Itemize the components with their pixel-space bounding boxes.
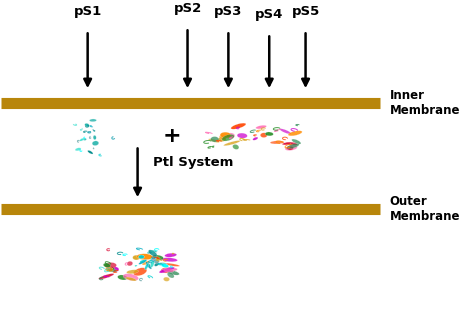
- Ellipse shape: [164, 253, 177, 257]
- Ellipse shape: [164, 263, 180, 266]
- Text: pS2: pS2: [173, 2, 201, 15]
- Ellipse shape: [99, 273, 114, 279]
- Ellipse shape: [161, 264, 169, 267]
- Ellipse shape: [282, 142, 291, 145]
- Text: Outer
Membrane: Outer Membrane: [390, 195, 460, 223]
- Ellipse shape: [134, 268, 147, 276]
- Ellipse shape: [142, 261, 150, 265]
- Ellipse shape: [146, 262, 152, 269]
- Ellipse shape: [106, 268, 117, 272]
- Ellipse shape: [167, 272, 174, 278]
- Text: pS5: pS5: [292, 5, 319, 18]
- Text: pS1: pS1: [73, 5, 102, 18]
- Ellipse shape: [145, 263, 149, 270]
- Text: +: +: [162, 126, 181, 146]
- Ellipse shape: [286, 142, 298, 146]
- Ellipse shape: [147, 251, 152, 254]
- Ellipse shape: [227, 133, 235, 138]
- Ellipse shape: [118, 275, 128, 280]
- Ellipse shape: [233, 144, 239, 149]
- Ellipse shape: [112, 267, 119, 272]
- Ellipse shape: [164, 277, 170, 281]
- Ellipse shape: [92, 141, 99, 146]
- Ellipse shape: [162, 258, 177, 262]
- Ellipse shape: [80, 138, 84, 141]
- Ellipse shape: [149, 258, 156, 262]
- Ellipse shape: [153, 256, 160, 260]
- Ellipse shape: [103, 263, 110, 267]
- Ellipse shape: [287, 144, 299, 149]
- Ellipse shape: [220, 132, 231, 138]
- Ellipse shape: [150, 260, 154, 267]
- Ellipse shape: [88, 150, 93, 154]
- Ellipse shape: [133, 255, 140, 260]
- Ellipse shape: [127, 261, 133, 266]
- Text: Ptl System: Ptl System: [154, 156, 234, 169]
- Ellipse shape: [167, 270, 180, 275]
- Ellipse shape: [164, 269, 174, 272]
- Ellipse shape: [285, 146, 297, 151]
- Ellipse shape: [208, 139, 219, 143]
- Ellipse shape: [288, 131, 302, 136]
- Text: pS4: pS4: [255, 9, 283, 21]
- Ellipse shape: [286, 146, 293, 150]
- Ellipse shape: [270, 141, 284, 144]
- Ellipse shape: [280, 129, 291, 134]
- Ellipse shape: [292, 139, 301, 144]
- Ellipse shape: [93, 135, 96, 140]
- Ellipse shape: [222, 135, 234, 141]
- Ellipse shape: [210, 137, 219, 142]
- Ellipse shape: [90, 119, 97, 122]
- Ellipse shape: [126, 277, 137, 281]
- Ellipse shape: [123, 274, 138, 281]
- Ellipse shape: [138, 260, 147, 264]
- Ellipse shape: [265, 132, 273, 136]
- Ellipse shape: [154, 262, 159, 266]
- Ellipse shape: [151, 255, 164, 260]
- Text: Inner
Membrane: Inner Membrane: [390, 89, 460, 117]
- Ellipse shape: [237, 133, 247, 138]
- Ellipse shape: [148, 250, 157, 256]
- Ellipse shape: [218, 137, 226, 142]
- Ellipse shape: [75, 148, 81, 151]
- Ellipse shape: [105, 267, 113, 272]
- Ellipse shape: [255, 125, 266, 129]
- Ellipse shape: [108, 266, 114, 272]
- Ellipse shape: [105, 262, 117, 268]
- Ellipse shape: [231, 123, 246, 129]
- Ellipse shape: [224, 140, 240, 146]
- Ellipse shape: [162, 268, 177, 272]
- Ellipse shape: [219, 135, 226, 140]
- Ellipse shape: [161, 267, 172, 273]
- Ellipse shape: [127, 270, 138, 274]
- Ellipse shape: [253, 137, 258, 140]
- Ellipse shape: [153, 259, 159, 263]
- Ellipse shape: [158, 263, 166, 265]
- Ellipse shape: [138, 255, 144, 259]
- Text: pS3: pS3: [214, 5, 243, 18]
- Ellipse shape: [260, 133, 267, 138]
- Ellipse shape: [137, 254, 153, 260]
- Ellipse shape: [83, 138, 87, 140]
- Ellipse shape: [159, 267, 174, 273]
- Ellipse shape: [85, 123, 89, 127]
